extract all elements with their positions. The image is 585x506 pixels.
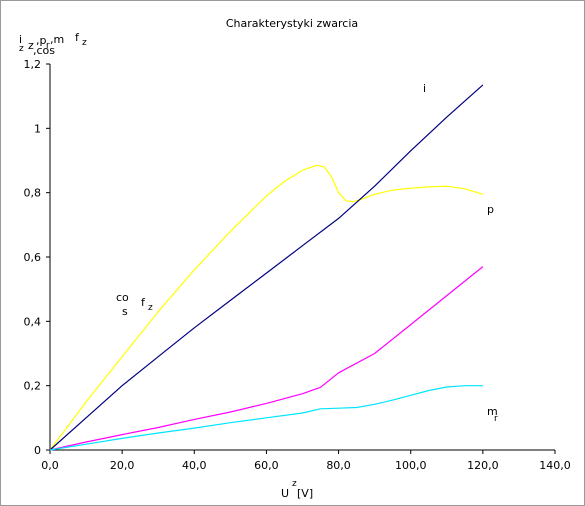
y-axis-label-text: z — [28, 39, 34, 52]
y-axis-label-text: f — [75, 31, 80, 44]
x-tick-label: 0,0 — [41, 459, 59, 472]
y-axis-label-sub: z — [82, 38, 87, 48]
x-axis-label-text: U — [281, 487, 289, 500]
y-axis-label-sub: z — [19, 44, 24, 54]
y-tick-label: 0,2 — [24, 380, 42, 393]
y-tick-label: 0,8 — [24, 187, 42, 200]
y-tick-label: 0 — [34, 444, 41, 457]
x-tick-label: 20,0 — [110, 459, 135, 472]
chart-title: Charakterystyki zwarcia — [226, 17, 358, 30]
x-tick-label: 60,0 — [254, 459, 279, 472]
series-label-3: m — [487, 405, 498, 418]
y-axis-label-sub: r — [46, 41, 50, 51]
series-label-0: z — [148, 303, 153, 313]
y-axis-label: i z z ,p r ,m ,cos f z — [19, 31, 87, 57]
x-tick-label: 80,0 — [326, 459, 351, 472]
x-tick-label: 140,0 — [539, 459, 571, 472]
y-axis-label-text: ,p — [36, 34, 46, 47]
series-line-2 — [49, 266, 484, 451]
series-label-0: co — [116, 291, 129, 304]
y-tick-label: 1,2 — [24, 58, 42, 71]
series-group — [49, 84, 484, 451]
y-axis-label-text: ,cos — [33, 44, 55, 57]
y-tick-label: 0,4 — [24, 315, 42, 328]
x-tick-label: 40,0 — [182, 459, 207, 472]
x-tick-label: 120,0 — [467, 459, 499, 472]
series-label-1: i — [423, 82, 426, 95]
series-label-2: p — [487, 203, 494, 216]
series-label-0: s — [122, 305, 128, 318]
x-tick-label: 100,0 — [395, 459, 427, 472]
y-axis-label-text: i — [19, 33, 22, 46]
series-label-0: f — [141, 296, 146, 309]
x-axis-label-text: [V] — [297, 487, 313, 500]
series-label-3: r — [494, 414, 498, 424]
x-axis-label-sub: z — [292, 479, 297, 489]
x-axis-label: U z [V] — [281, 479, 313, 500]
series-line-3 — [49, 385, 483, 451]
y-tick-label: 1 — [34, 122, 41, 135]
series-line-0 — [49, 164, 484, 451]
series-line-1 — [49, 84, 484, 451]
y-tick-label: 0,6 — [24, 251, 42, 264]
y-axis-label-text: ,m — [50, 33, 64, 46]
axes: 0,0 20,0 40,0 60,0 80,0 100,0 120,0 140,0 0 0,2 0,… — [24, 58, 571, 472]
